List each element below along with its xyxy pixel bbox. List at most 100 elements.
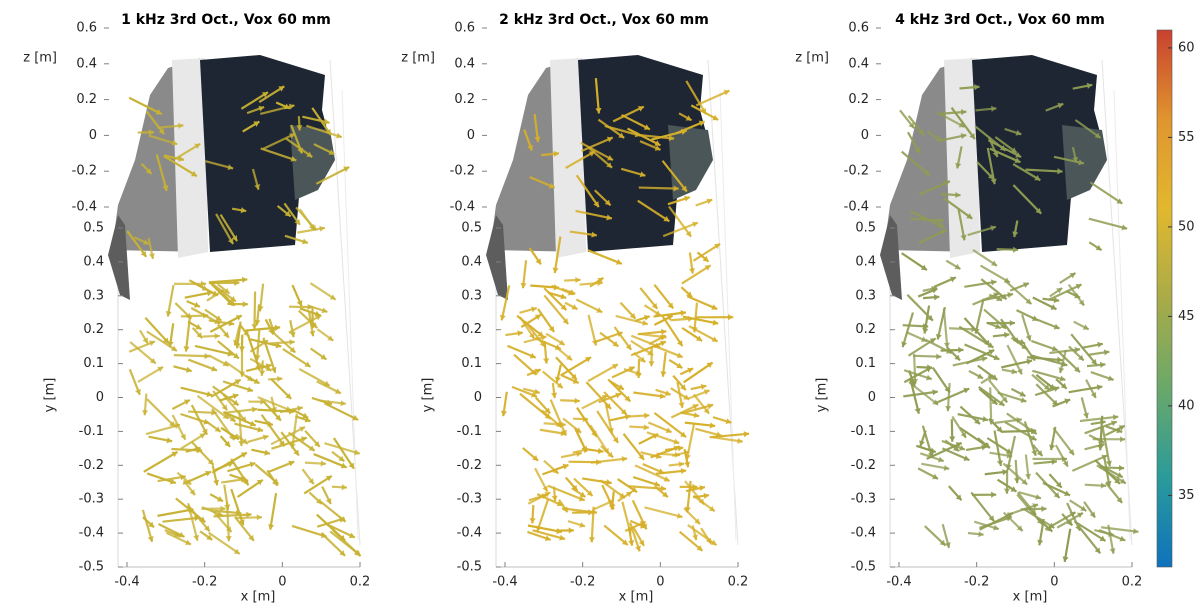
arrow-head (1020, 397, 1027, 403)
arrow-head (145, 168, 152, 174)
arrow-head (1075, 283, 1082, 290)
arrow-head (676, 352, 683, 359)
arrow-head (678, 402, 685, 408)
arrow-head (1078, 159, 1084, 166)
arrow-head (1100, 419, 1106, 426)
arrow-head (711, 336, 718, 342)
z-tick-label: 0 (89, 128, 97, 143)
z-tick-label: -0.4 (72, 200, 97, 215)
arrow (1068, 385, 1103, 394)
arrow-head (711, 304, 718, 310)
arrow-head (1048, 444, 1056, 451)
arrow (196, 394, 230, 420)
arrow-head (661, 491, 668, 498)
arrow-head (216, 496, 223, 502)
arrow (163, 155, 198, 178)
arrow-head (571, 304, 578, 310)
arrow-head (215, 315, 222, 321)
arrow-head (988, 349, 995, 355)
arrow-head (246, 511, 252, 518)
arrow (903, 366, 933, 384)
arrow (1001, 429, 1037, 433)
arrow-head (1025, 473, 1032, 480)
arrow-head (297, 147, 304, 154)
point-cloud (972, 55, 1102, 252)
arrow-head (556, 500, 563, 507)
y-axis-label: y [m] (421, 378, 436, 413)
z-tick-label: -0.2 (450, 164, 475, 179)
arrow-head (687, 315, 694, 322)
x-tick-label: 0.2 (1122, 575, 1143, 590)
arrow (974, 298, 985, 334)
arrow-head (1097, 341, 1103, 348)
arrow (594, 78, 600, 114)
z-tick-label: 0.2 (454, 92, 475, 107)
arrow (685, 80, 707, 115)
z-tick-label: 0.4 (76, 56, 97, 71)
arrow-head (178, 531, 185, 538)
arrow-head (698, 120, 705, 127)
arrow-head (206, 534, 213, 540)
arrow (900, 150, 931, 177)
arrow-head (1009, 319, 1015, 327)
arrow-head (702, 255, 709, 262)
arrow-head (199, 516, 206, 523)
arrow-head (271, 406, 278, 413)
arrow-head (998, 400, 1005, 406)
arrow-head (148, 340, 155, 347)
arrow-head (527, 144, 534, 151)
arrow (225, 501, 231, 542)
arrow-head (1031, 449, 1038, 456)
arrow (638, 186, 679, 190)
arrow-head (183, 399, 190, 406)
arrow-head (680, 309, 686, 317)
arrow-head (323, 380, 330, 387)
y-tick-label: 0.5 (855, 221, 876, 236)
arrow-head (253, 378, 260, 384)
arrow-head (1094, 132, 1101, 139)
arrow-head (259, 370, 266, 376)
arrow-head (544, 413, 551, 419)
arrow-head (1050, 304, 1057, 310)
arrow-head (148, 253, 155, 259)
arrow-head (663, 215, 670, 222)
arrow-head (213, 479, 220, 486)
arrow-head (588, 151, 595, 157)
arrow-head (542, 485, 548, 492)
arrow-head (1021, 478, 1028, 485)
arrow-head (1099, 535, 1106, 541)
arrow-head (1037, 539, 1044, 546)
arrow (298, 367, 331, 387)
arrow-head (195, 323, 202, 330)
arrow-head (631, 486, 638, 493)
arrow-head (165, 310, 172, 317)
arrow-head (309, 330, 316, 337)
arrow-head (185, 366, 192, 373)
arrow-head (654, 310, 661, 316)
arrow-head (1107, 375, 1114, 382)
arrow-head (994, 323, 1001, 330)
arrow-head (743, 431, 750, 438)
arrow (1079, 415, 1119, 423)
arrow-head (932, 473, 939, 480)
arrow-head (254, 319, 261, 326)
arrow-head (302, 238, 308, 245)
z-axis-label: z [m] (401, 51, 435, 66)
arrow-head (267, 420, 273, 427)
y-tick-label: -0.4 (457, 526, 482, 541)
arrow-head (625, 491, 632, 498)
arrow-head (343, 166, 350, 173)
arrow-head (684, 506, 691, 513)
arrow-head (536, 525, 542, 532)
arrow-head (272, 479, 278, 486)
arrow (291, 524, 328, 538)
arrow (1101, 426, 1111, 467)
arrow-head (639, 171, 646, 178)
y-axis-label: y [m] (43, 378, 58, 413)
arrow-head (944, 180, 951, 187)
arrow-head (971, 326, 977, 333)
arrow (190, 441, 215, 466)
arrow-head (559, 534, 566, 541)
arrow-head (142, 337, 148, 344)
x-axis-label: x [m] (1013, 590, 1048, 605)
